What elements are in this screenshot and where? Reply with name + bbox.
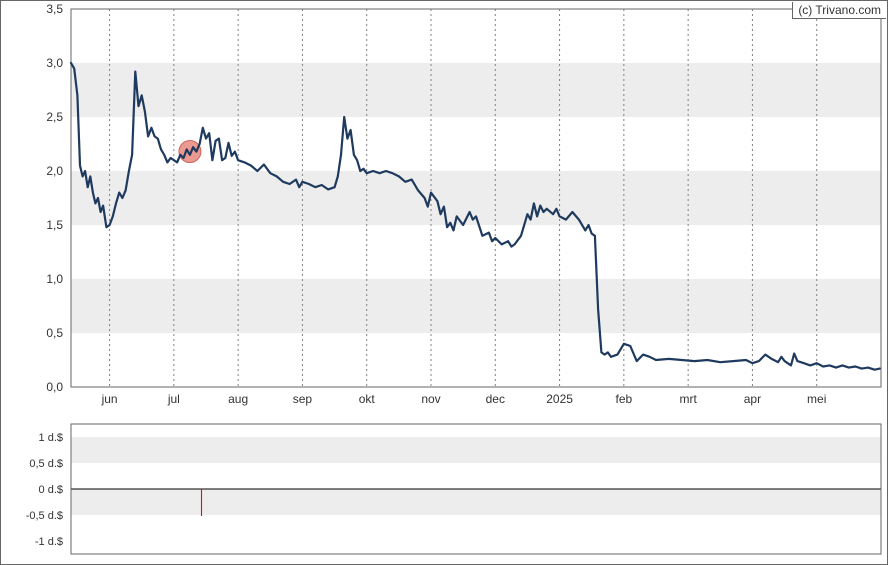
chart-svg: jun jul aug sep okt nov dec 2025 feb mrt apr mei 0,0… — [1, 1, 887, 564]
svg-text:mrt: mrt — [679, 392, 697, 406]
svg-text:1,0: 1,0 — [46, 272, 63, 286]
attribution-label: (c) Trivano.com — [792, 2, 886, 19]
svg-text:okt: okt — [359, 392, 376, 406]
svg-text:aug: aug — [228, 392, 248, 406]
svg-text:1 d.$: 1 d.$ — [39, 432, 63, 444]
svg-text:3,5: 3,5 — [46, 2, 63, 16]
svg-text:apr: apr — [744, 392, 761, 406]
svg-text:-0,5 d.$: -0,5 d.$ — [26, 510, 63, 522]
svg-text:mei: mei — [807, 392, 826, 406]
chart-container: (c) Trivano.com jun jul aug sep okt nov dec 202… — [0, 0, 888, 565]
svg-text:feb: feb — [616, 392, 633, 406]
svg-text:0,5: 0,5 — [46, 326, 63, 340]
svg-text:jun: jun — [101, 392, 118, 406]
svg-text:nov: nov — [421, 392, 440, 406]
svg-text:3,0: 3,0 — [46, 56, 63, 70]
svg-text:sep: sep — [293, 392, 313, 406]
svg-text:0,5 d.$: 0,5 d.$ — [29, 458, 63, 470]
svg-text:dec: dec — [486, 392, 505, 406]
svg-text:jul: jul — [167, 392, 180, 406]
svg-text:2025: 2025 — [546, 392, 573, 406]
svg-text:1,5: 1,5 — [46, 218, 63, 232]
svg-text:2,0: 2,0 — [46, 164, 63, 178]
svg-text:-1 d.$: -1 d.$ — [35, 536, 63, 548]
svg-text:0,0: 0,0 — [46, 380, 63, 394]
svg-text:2,5: 2,5 — [46, 110, 63, 124]
svg-text:0 d.$: 0 d.$ — [39, 484, 63, 496]
